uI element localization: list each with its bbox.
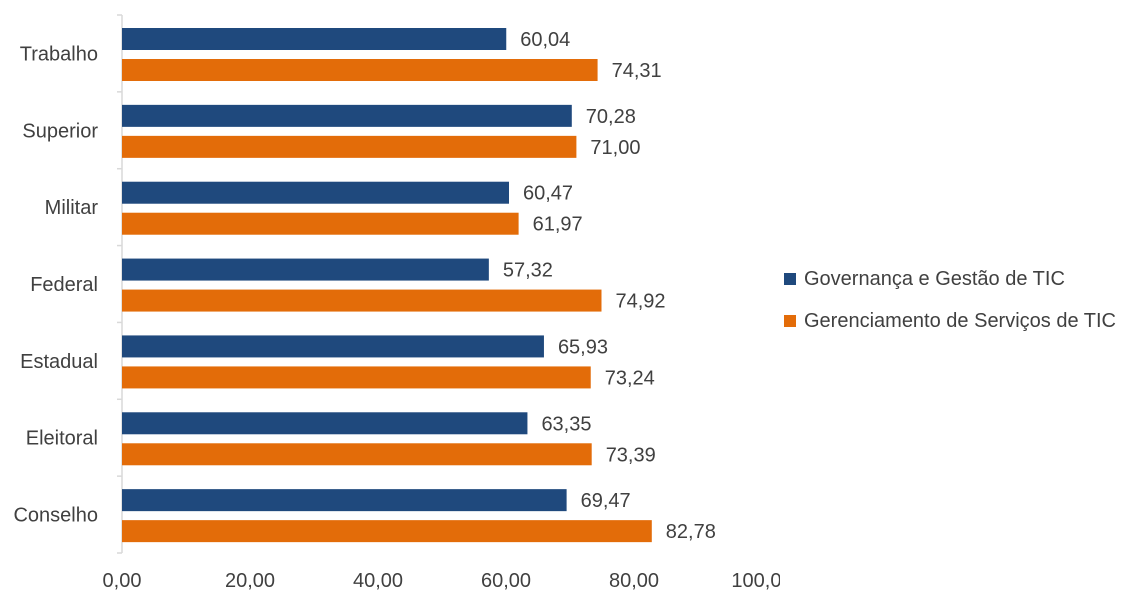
bar-gerenciamento [122, 135, 577, 158]
labels-layer: Trabalho 60,04 74,31 Superior 70,28 71,00 Mili… [13, 29, 715, 543]
legend-label-governanca: Governança e Gestão de TIC [804, 267, 1065, 290]
bar-governanca [122, 258, 489, 281]
category-label: Militar [45, 197, 99, 219]
legend-swatch-governanca [784, 273, 796, 285]
data-label: 61,97 [533, 214, 583, 236]
category-label: Trabalho [20, 43, 98, 65]
bar-governanca [122, 104, 572, 127]
legend-item-gerenciamento: Gerenciamento de Serviços de TIC [784, 310, 1134, 332]
data-label: 74,92 [615, 291, 665, 313]
category-label: Federal [30, 274, 98, 296]
category-label: Conselho [13, 505, 98, 527]
legend-label-gerenciamento: Gerenciamento de Serviços de TIC [804, 309, 1117, 332]
bar-gerenciamento [122, 443, 592, 466]
x-tick-label: 0,00 [103, 570, 142, 592]
bar-governanca [122, 28, 507, 50]
x-tick-label: 60,00 [481, 570, 531, 592]
data-label: 73,39 [606, 444, 656, 466]
category-label: Eleitoral [26, 428, 98, 450]
data-label: 70,28 [586, 106, 636, 128]
bar-gerenciamento [122, 366, 591, 389]
bar-gerenciamento [122, 520, 652, 543]
data-label: 71,00 [590, 137, 640, 159]
data-label: 69,47 [581, 490, 631, 512]
bar-chart: 0,00 20,00 40,00 60,00 80,00 100,00 Trabalho 6… [13, 14, 780, 592]
x-tick-label: 100,00 [731, 570, 780, 592]
category-label: Superior [22, 120, 98, 142]
legend-swatch-gerenciamento [784, 315, 796, 327]
x-tick-label: 40,00 [353, 570, 403, 592]
data-label: 73,24 [605, 367, 655, 389]
x-tick-label: 80,00 [609, 570, 659, 592]
category-label: Estadual [20, 351, 98, 373]
x-tick-label: 20,00 [225, 570, 275, 592]
bar-governanca [122, 181, 510, 204]
data-label: 60,47 [523, 183, 573, 205]
data-label: 63,35 [541, 413, 591, 435]
data-label: 82,78 [666, 521, 716, 543]
axis-layer: 0,00 20,00 40,00 60,00 80,00 100,00 [103, 14, 780, 592]
legend: Governança e Gestão de TIC Gerenciamento… [784, 268, 1134, 352]
legend-item-governanca: Governança e Gestão de TIC [784, 268, 1134, 290]
bar-gerenciamento [122, 289, 602, 312]
bar-governanca [122, 335, 544, 358]
bar-governanca [122, 412, 528, 435]
bar-gerenciamento [122, 212, 519, 235]
bar-gerenciamento [122, 59, 598, 81]
bar-governanca [122, 489, 567, 512]
data-label: 60,04 [520, 29, 570, 51]
data-label: 74,31 [612, 60, 662, 82]
bars-layer [122, 28, 652, 543]
data-label: 65,93 [558, 336, 608, 358]
data-label: 57,32 [503, 260, 553, 282]
